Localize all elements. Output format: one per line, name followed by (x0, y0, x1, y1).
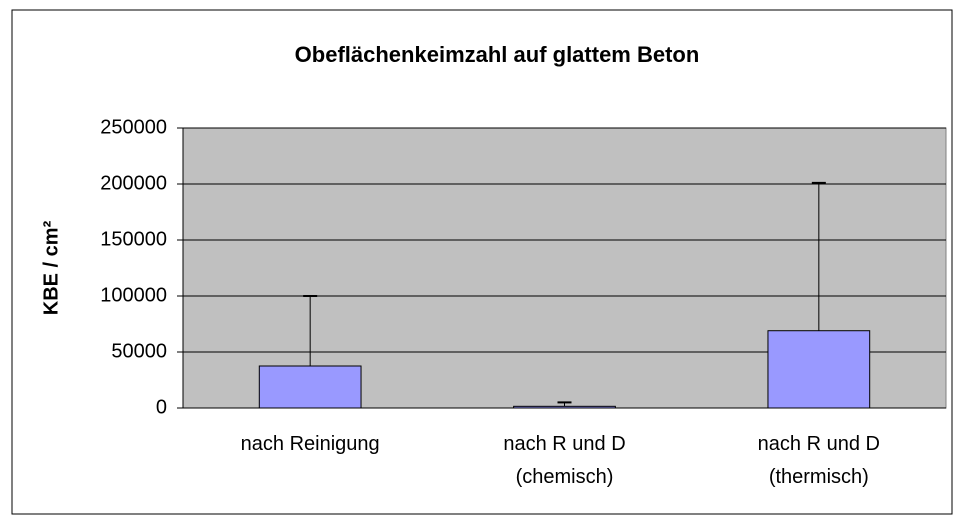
x-tick-label: nach R und D (thermisch) (758, 433, 880, 488)
bar (767, 330, 871, 409)
chart-title: Obeflächenkeimzahl auf glattem Beton (295, 42, 700, 67)
bar (258, 365, 362, 409)
y-tick-label: 100000 (100, 284, 167, 306)
x-tick-label-line: nach Reinigung (241, 433, 380, 455)
y-tick-label: 200000 (100, 172, 167, 194)
y-tick-label: 0 (156, 396, 167, 418)
y-axis-label: KBE / cm² (40, 220, 62, 315)
x-tick-label-line: nach R und D (758, 433, 880, 455)
x-tick-label: nach Reinigung (241, 433, 380, 455)
x-tick-label-line: (chemisch) (516, 466, 614, 488)
x-tick-label-line: (thermisch) (769, 466, 869, 488)
bar (513, 405, 616, 409)
x-tick-label: nach R und D (chemisch) (503, 433, 625, 488)
y-tick-label: 150000 (100, 228, 167, 250)
y-tick-label: 250000 (100, 116, 167, 138)
x-tick-label-line: nach R und D (503, 433, 625, 455)
y-tick-label: 50000 (111, 340, 167, 362)
